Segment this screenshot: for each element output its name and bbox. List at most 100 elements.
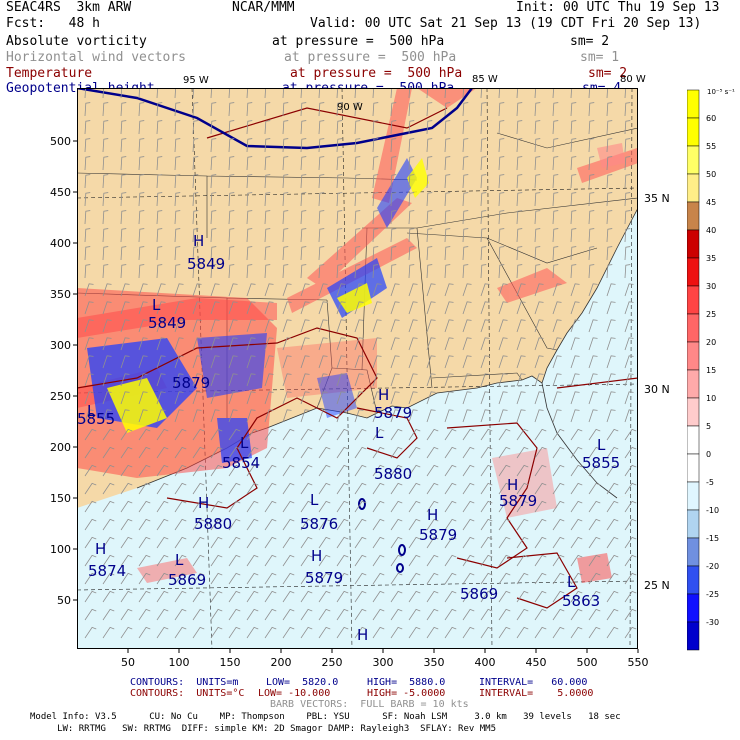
- wind-barb: [300, 301, 310, 315]
- wind-barb: [138, 464, 151, 477]
- low-label: L: [175, 551, 184, 569]
- wind-barb: [552, 572, 565, 585]
- wind-barb: [606, 572, 619, 585]
- wind-barb: [606, 446, 619, 459]
- wind-barb: [552, 518, 565, 531]
- wind-barb: [606, 210, 613, 225]
- wind-barb: [138, 138, 145, 153]
- wind-barb: [552, 554, 565, 567]
- wind-barb: [624, 608, 637, 621]
- wind-barb: [174, 246, 181, 261]
- lat-label: 35 N: [644, 192, 670, 205]
- wind-barb: [354, 536, 367, 549]
- wind-barb: [318, 608, 331, 621]
- wind-barb: [552, 464, 565, 477]
- wind-barb: [228, 120, 235, 135]
- wind-barb: [534, 590, 547, 603]
- wind-barb: [462, 283, 472, 297]
- wind-barb: [120, 373, 130, 387]
- wind-barb: [174, 608, 187, 621]
- wind-barb: [300, 373, 310, 387]
- wind-barb: [498, 536, 511, 549]
- wind-barb: [300, 409, 310, 423]
- y-tick-label: 200: [50, 441, 71, 454]
- wind-barb: [156, 283, 166, 297]
- wind-barb: [480, 391, 490, 405]
- colorbar-box: [687, 173, 700, 203]
- x-tick-label: 150: [220, 656, 241, 669]
- wind-barb: [534, 88, 541, 99]
- height-small-contours: [358, 498, 406, 573]
- wind-barb: [516, 464, 529, 477]
- wind-barb: [552, 373, 562, 387]
- wind-barb: [390, 446, 403, 459]
- wind-barb: [210, 246, 217, 261]
- wind-barb: [174, 518, 187, 531]
- wind-barb: [174, 464, 187, 477]
- wind-barb: [624, 102, 631, 117]
- x-axis-ticks: 50 100 150 200 250 300 350 400 450 500 550: [121, 649, 649, 669]
- wind-barb: [318, 409, 328, 423]
- x-tick-label: 350: [424, 656, 445, 669]
- wind-barb: [408, 482, 421, 495]
- wind-barb: [426, 283, 436, 297]
- wind-barb: [588, 210, 595, 225]
- wind-barb: [174, 590, 187, 603]
- wind-barb: [174, 373, 184, 387]
- wind-barb: [228, 608, 241, 621]
- wind-barb: [606, 373, 616, 387]
- wind-barb: [120, 608, 133, 621]
- wind-barb: [354, 554, 367, 567]
- wind-barb: [624, 482, 637, 495]
- wind-barb: [390, 428, 403, 441]
- wind-barb: [174, 554, 187, 567]
- wind-barb: [282, 228, 289, 243]
- wind-barb: [264, 174, 271, 189]
- wind-barb: [588, 590, 601, 603]
- wind-barb: [606, 88, 613, 99]
- wind-barb: [120, 590, 133, 603]
- wind-barb: [102, 536, 115, 549]
- wind-barb: [192, 246, 199, 261]
- wind-barb: [516, 518, 529, 531]
- wind-barb: [570, 608, 583, 621]
- wind-barb: [102, 391, 112, 405]
- wind-barb: [354, 482, 367, 495]
- wind-barb: [102, 428, 115, 441]
- wind-barb: [246, 482, 259, 495]
- wind-barb: [246, 590, 259, 603]
- wind-barb: [228, 446, 241, 459]
- wind-barb: [354, 464, 367, 477]
- wind-barb: [228, 428, 241, 441]
- wind-barb: [390, 283, 400, 297]
- wind-barb: [300, 102, 307, 117]
- wind-barb: [282, 446, 295, 459]
- wind-barb: [516, 301, 526, 315]
- wind-barb: [480, 88, 487, 99]
- wind-barb: [282, 301, 292, 315]
- wind-barb: [102, 500, 115, 513]
- wind-barb: [570, 102, 577, 117]
- wind-barb: [498, 446, 511, 459]
- wind-barb: [426, 482, 439, 495]
- wind-barb: [372, 391, 382, 405]
- wind-barb: [444, 210, 451, 225]
- wind-barb: [624, 554, 637, 567]
- wind-barb: [318, 337, 328, 351]
- colorbar-label: 25: [706, 310, 716, 319]
- wind-barb: [570, 409, 580, 423]
- init-time: Init: 00 UTC Thu 19 Sep 13: [516, 0, 720, 15]
- wind-barb: [624, 264, 631, 279]
- wind-barb: [156, 464, 169, 477]
- wind-barb: [138, 482, 151, 495]
- wind-barb: [336, 192, 343, 207]
- wind-barb: [210, 518, 223, 531]
- wind-barb: [570, 428, 583, 441]
- wind-barb: [462, 500, 475, 513]
- wind-barb: [264, 518, 277, 531]
- gulf-of-mexico: [77, 376, 638, 649]
- wind-barb: [426, 446, 439, 459]
- wind-barb: [426, 138, 433, 153]
- wind-barb: [174, 391, 184, 405]
- colorbar-boxes: [687, 89, 700, 651]
